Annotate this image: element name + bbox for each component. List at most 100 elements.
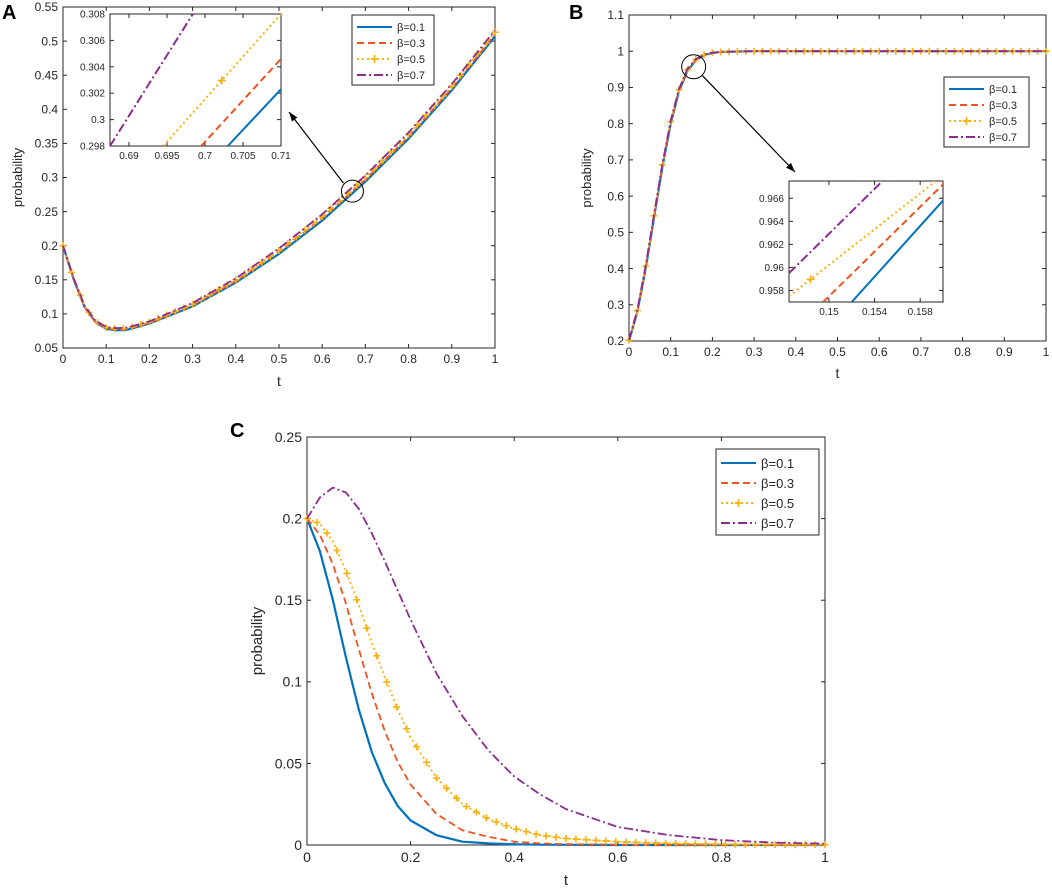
b-inset-x-tick-label: 0.154: [862, 307, 887, 318]
c-series-3-marker: [731, 840, 739, 848]
c-series-3-marker: [512, 825, 520, 833]
c-series-3-marker: [682, 840, 690, 848]
b-inset-line-1: [850, 199, 943, 302]
a-y-tick-label: 0.45: [35, 68, 59, 82]
b-legend-entry-4: β=0.7: [989, 132, 1017, 144]
a-y-tick-label: 0.25: [35, 205, 59, 219]
c-series-3-marker: [701, 840, 709, 848]
b-inset-x-tick-label: 0.158: [908, 307, 933, 318]
a-zoom-circle: [340, 179, 364, 203]
a-x-tick-label: 0.9: [443, 352, 460, 366]
b-y-tick-label: 0.4: [607, 262, 624, 276]
a-series-3-marker: [154, 315, 162, 323]
b-x-tick-label: 0.4: [787, 345, 804, 359]
a-inset-x-tick-label: 0.69: [119, 151, 139, 162]
b-zoom-arrow: [702, 75, 796, 173]
a-series-line-2: [62, 33, 496, 331]
c-legend-entry-1: β=0.1: [761, 456, 794, 471]
c-series-3-marker: [711, 840, 719, 848]
c-series-3-marker: [502, 822, 510, 830]
c-series-3-marker: [642, 839, 650, 847]
b-x-tick-label: 0.6: [871, 345, 888, 359]
b-inset-plot-frame: [788, 180, 944, 303]
c-series-line-2: [306, 518, 825, 846]
c-series-3-marker: [532, 830, 540, 838]
a-x-tick-label: 0.8: [400, 352, 417, 366]
a-y-tick-label: 0.3: [41, 171, 58, 185]
a-inset-y-tick-label: 0.306: [80, 36, 105, 47]
c-legend-entry-3: β=0.5: [761, 496, 794, 511]
b-legend-entry-1: β=0.1: [989, 84, 1017, 96]
c-series-3-marker: [423, 758, 431, 766]
b-y-tick-label: 1: [617, 44, 624, 58]
a-legend-swatch-marker: [370, 55, 379, 63]
c-series-3-marker: [482, 814, 490, 822]
b-y-tick-label: 0.9: [607, 81, 624, 95]
b-y-tick-label: 1.1: [607, 8, 624, 22]
c-series-3-marker: [622, 838, 630, 846]
a-x-tick-label: 0.7: [357, 352, 374, 366]
c-y-tick-label: 0.2: [283, 511, 303, 527]
c-series-3-marker: [462, 802, 470, 810]
c-y-tick-label: 0.1: [283, 674, 303, 690]
b-x-tick-label: 0: [626, 345, 633, 359]
a-x-tick-label: 0: [60, 352, 67, 366]
a-series-3-marker: [327, 205, 335, 213]
b-zoom-circle: [681, 54, 707, 80]
a-y-tick-label: 0.55: [35, 0, 59, 14]
a-inset-x-tick-label: 0.7: [198, 151, 212, 162]
a-legend-entry-3: β=0.5: [397, 54, 425, 66]
a-inset-lines: [110, 14, 281, 146]
a-inset-plot-frame: [109, 13, 282, 147]
c-series-3-marker: [542, 832, 550, 840]
c-series-3-marker: [572, 835, 580, 843]
c-series-3-marker: [343, 569, 351, 577]
c-series-3-marker: [801, 841, 809, 849]
a-series-3-marker: [232, 276, 240, 284]
c-series-3-marker: [353, 596, 361, 604]
c-x-tick-label: 0: [303, 849, 311, 865]
c-series-3-marker: [403, 725, 411, 733]
panel-c-chart: 0 0.2 0.4 0.6 0.8 1 0 0.05 0.1 0.15 0.2 0.25 t probab…: [249, 429, 829, 889]
c-series-3-marker: [562, 834, 570, 842]
b-series-3-marker: [992, 47, 1000, 55]
c-series-3-marker: [333, 546, 341, 554]
b-inset-y-tick-label: 0.96: [765, 263, 785, 274]
panel-label-c: C: [230, 420, 244, 442]
b-legend-entry-2: β=0.3: [989, 100, 1017, 112]
b-x-tick-label: 0.9: [996, 345, 1013, 359]
c-series-3-marker: [492, 818, 500, 826]
c-series-3-marker: [383, 678, 391, 686]
a-series-3-marker: [491, 28, 499, 36]
a-legend-entry-4: β=0.7: [397, 70, 425, 82]
c-series-3-marker: [413, 743, 421, 751]
b-y-tick-label: 0.6: [607, 189, 624, 203]
b-inset-y-tick-label: 0.966: [759, 194, 784, 205]
b-inset-x-tick-label: 0.15: [819, 307, 839, 318]
b-inset-line-4: [789, 181, 884, 274]
a-y-tick-label: 0.4: [41, 103, 58, 117]
c-x-tick-label: 1: [821, 849, 829, 865]
c-series-3-marker: [313, 518, 321, 526]
a-inset-x-tick-label: 0.695: [154, 151, 179, 162]
b-y-tick-label: 0.3: [607, 298, 624, 312]
c-x-tick-label: 0.6: [608, 849, 628, 865]
a-series-3-marker: [456, 71, 464, 79]
b-legend-entry-3: β=0.5: [989, 116, 1017, 128]
a-inset-y-tick-label: 0.304: [80, 62, 105, 73]
a-series-line-3: [62, 31, 496, 330]
b-inset-line-marker: [806, 275, 815, 284]
c-legend-swatch-marker: [734, 499, 743, 507]
a-x-tick-label: 0.5: [271, 352, 288, 366]
c-series-3-marker: [472, 808, 480, 816]
b-x-tick-label: 0.5: [829, 345, 846, 359]
c-series-3-marker: [721, 840, 729, 848]
b-x-tick-label: 1: [1043, 345, 1050, 359]
c-series-3-marker: [522, 828, 530, 836]
a-inset-y-tick-label: 0.298: [80, 142, 105, 153]
b-inset-line-3: [789, 181, 937, 298]
c-y-tick-label: 0.05: [275, 755, 302, 771]
a-legend-entry-1: β=0.1: [397, 22, 425, 34]
b-y-tick-label: 0.8: [607, 117, 624, 131]
